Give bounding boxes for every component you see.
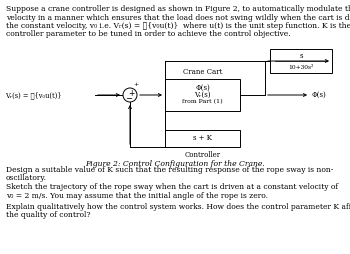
Text: +: + [133, 82, 138, 87]
Text: controller parameter to be tuned in order to achieve the control objective.: controller parameter to be tuned in orde… [6, 30, 290, 39]
Text: Suppose a crane controller is designed as shown in Figure 2, to automatically mo: Suppose a crane controller is designed a… [6, 5, 350, 13]
Text: Φ(s): Φ(s) [312, 91, 327, 99]
Text: Sketch the trajectory of the rope sway when the cart is driven at a constant vel: Sketch the trajectory of the rope sway w… [6, 183, 338, 191]
Text: Crane Cart: Crane Cart [183, 68, 222, 76]
Text: the constant velocity, v₀ i.e. Vᵣ(s) = ℒ{v₀u(t)}  where u(t) is the unit step fu: the constant velocity, v₀ i.e. Vᵣ(s) = ℒ… [6, 22, 350, 30]
Text: 10+30s²: 10+30s² [288, 65, 314, 70]
Text: Explain qualitatively how the control system works. How does the control paramet: Explain qualitatively how the control sy… [6, 202, 350, 211]
Text: Design a suitable value of K such that the resulting response of the rope sway i: Design a suitable value of K such that t… [6, 166, 333, 174]
Bar [165, 130, 240, 147]
Text: −: − [126, 94, 133, 103]
Text: Φ(s): Φ(s) [195, 84, 210, 92]
Text: +: + [128, 88, 134, 98]
Circle shape [123, 88, 137, 102]
Text: s: s [299, 52, 303, 60]
Text: Vᵣ(s) = ℒ{v₀u(t)}: Vᵣ(s) = ℒ{v₀u(t)} [5, 91, 62, 99]
Text: from Part (1): from Part (1) [182, 99, 223, 105]
Text: oscillatory.: oscillatory. [6, 174, 47, 183]
Bar [270, 49, 332, 73]
Text: v₀ = 2 m/s. You may assume that the initial angle of the rope is zero.: v₀ = 2 m/s. You may assume that the init… [6, 192, 268, 199]
Text: velocity in a manner which ensures that the load does not swing wildly when the : velocity in a manner which ensures that … [6, 13, 350, 22]
Text: Vᵣ(s): Vᵣ(s) [194, 91, 211, 99]
Text: Figure 2: Control Configuration for the Crane.: Figure 2: Control Configuration for the … [85, 160, 265, 168]
Text: s + K: s + K [193, 135, 212, 142]
Bar [165, 79, 240, 111]
Text: the quality of control?: the quality of control? [6, 211, 91, 219]
Text: Controller: Controller [184, 151, 220, 159]
